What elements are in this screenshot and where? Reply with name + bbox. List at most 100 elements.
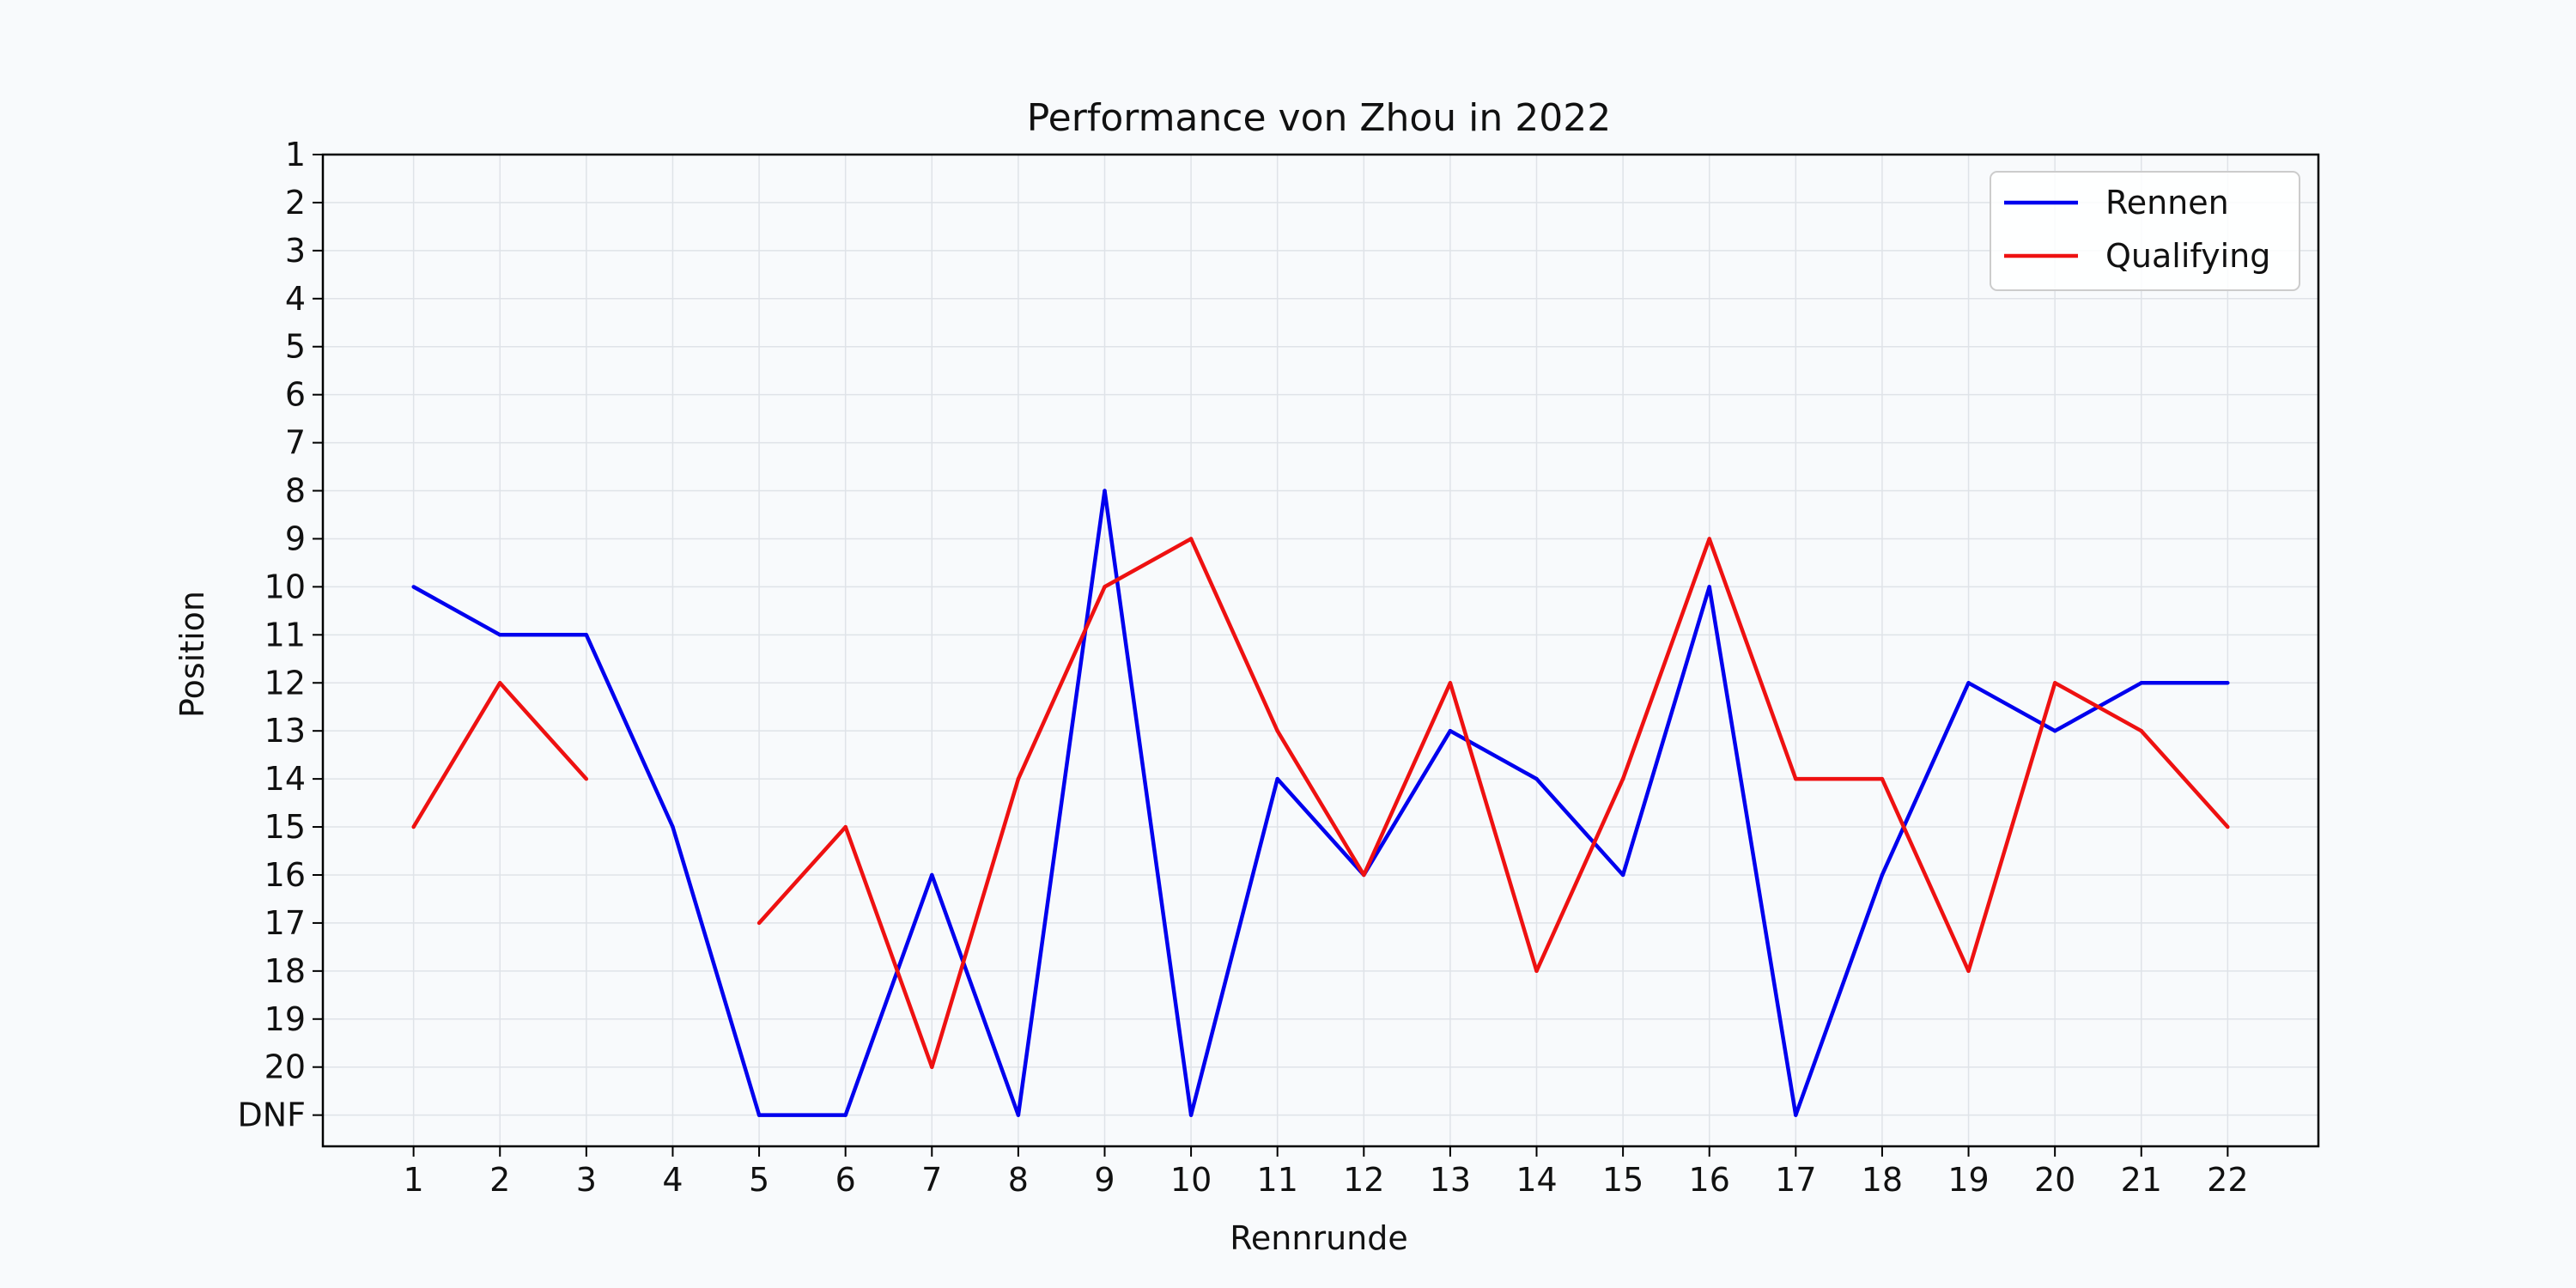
data-point [1275, 776, 1279, 781]
y-tick-label: 11 [264, 616, 306, 653]
y-tick-label: 2 [285, 184, 306, 222]
data-point [1707, 537, 1711, 541]
data-point [2226, 824, 2230, 829]
x-tick-label: 13 [1430, 1161, 1471, 1199]
y-tick-label: 16 [264, 856, 306, 894]
x-tick-label: 7 [921, 1161, 942, 1199]
series-qualifying [411, 537, 2230, 1069]
legend-label: Rennen [2105, 184, 2229, 222]
x-tick-label: 17 [1775, 1161, 1816, 1199]
data-point [1620, 776, 1625, 781]
data-point [1103, 489, 1107, 493]
data-point [2052, 728, 2057, 733]
data-point [1707, 585, 1711, 589]
x-tick-label: 18 [1862, 1161, 1903, 1199]
x-tick-label: 8 [1008, 1161, 1029, 1199]
x-axis-label: Rennrunde [1230, 1219, 1408, 1257]
x-tick-label: 5 [749, 1161, 769, 1199]
data-point [1448, 728, 1453, 733]
data-point [584, 633, 589, 637]
y-axis-label: Position [173, 591, 211, 718]
x-axis-ticks: 1 2 3 4 5 6 7 8 9 10 11 12 13 14 15 16 17 18 19 20 21 22 [404, 1146, 2249, 1199]
y-tick-label: DNF [237, 1097, 306, 1134]
data-point [1966, 969, 1971, 974]
y-tick-label: 10 [264, 568, 306, 605]
data-point [1534, 776, 1539, 781]
x-tick-label: 16 [1689, 1161, 1730, 1199]
data-point [1966, 681, 1971, 685]
data-point [2139, 681, 2143, 685]
data-point [1794, 776, 1798, 781]
x-tick-label: 6 [835, 1161, 856, 1199]
data-point [411, 824, 416, 829]
x-tick-label: 12 [1343, 1161, 1384, 1199]
y-tick-label: 1 [285, 136, 306, 173]
data-point [1016, 776, 1021, 781]
data-point [1794, 1113, 1798, 1117]
y-tick-label: 9 [285, 519, 306, 557]
y-tick-label: 5 [285, 328, 306, 366]
y-tick-label: 18 [264, 952, 306, 990]
data-point [1188, 1113, 1194, 1117]
x-tick-label: 20 [2034, 1161, 2075, 1199]
y-tick-label: 20 [264, 1048, 306, 1086]
data-point [930, 1065, 934, 1069]
x-tick-label: 21 [2121, 1161, 2162, 1199]
data-point [843, 1113, 848, 1117]
data-point [584, 776, 589, 781]
x-tick-label: 2 [489, 1161, 510, 1199]
data-point [2052, 681, 2057, 685]
data-point [756, 1113, 762, 1117]
y-tick-label: 7 [285, 424, 306, 462]
y-tick-label: 4 [285, 280, 306, 318]
data-point [498, 633, 502, 637]
x-tick-label: 10 [1170, 1161, 1212, 1199]
legend: Rennen Qualifying [1990, 171, 2300, 291]
x-tick-label: 1 [404, 1161, 424, 1199]
y-tick-label: 6 [285, 376, 306, 414]
data-point [411, 585, 416, 589]
x-tick-label: 14 [1516, 1161, 1557, 1199]
y-tick-label: 12 [264, 664, 306, 702]
y-tick-label: 15 [264, 808, 306, 846]
data-point [1016, 1113, 1021, 1117]
legend-label: Qualifying [2105, 237, 2270, 275]
y-tick-label: 14 [264, 760, 306, 798]
data-point [1880, 872, 1885, 878]
x-tick-label: 11 [1257, 1161, 1298, 1199]
plot-frame [321, 153, 2320, 1148]
data-point [1103, 585, 1107, 589]
x-tick-label: 19 [1947, 1161, 1989, 1199]
series-line [411, 537, 2230, 1069]
data-point [930, 872, 934, 878]
data-point [1880, 776, 1885, 781]
x-tick-label: 15 [1602, 1161, 1643, 1199]
x-tick-label: 9 [1094, 1161, 1115, 1199]
x-tick-label: 3 [576, 1161, 597, 1199]
y-tick-label: 13 [264, 712, 306, 750]
data-point [1448, 681, 1453, 685]
data-point [843, 824, 848, 829]
data-point [1620, 872, 1625, 878]
y-tick-label: 19 [264, 1000, 306, 1038]
data-point [1275, 728, 1279, 733]
data-point [2139, 728, 2143, 733]
y-tick-label: 8 [285, 472, 306, 510]
data-point [1188, 537, 1194, 541]
data-point [2226, 681, 2230, 685]
y-tick-label: 3 [285, 232, 306, 270]
chart-title: Performance von Zhou in 2022 [1027, 96, 1612, 140]
series-lines [411, 489, 2230, 1117]
data-point [1362, 872, 1366, 878]
y-tick-label: 17 [264, 904, 306, 942]
grid [323, 154, 2318, 1146]
series-line [412, 489, 2228, 1117]
data-point [1534, 969, 1539, 974]
data-point [671, 824, 675, 829]
x-tick-label: 22 [2207, 1161, 2248, 1199]
data-point [498, 681, 502, 685]
series-rennen [411, 489, 2230, 1117]
x-tick-label: 4 [662, 1161, 683, 1199]
